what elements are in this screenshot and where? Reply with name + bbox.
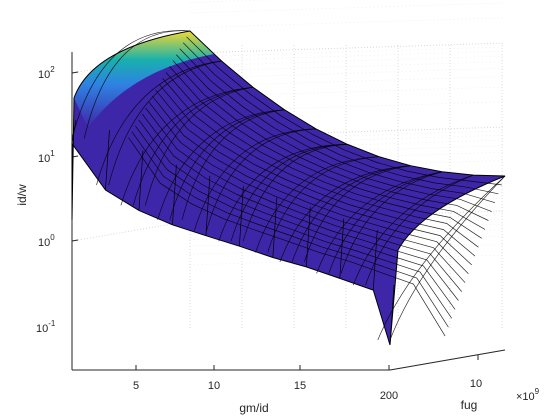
mesh-line-fug [182,42,499,195]
mesh-line-fug [138,119,456,310]
grid-line [189,17,506,29]
mesh-line-fug [131,131,449,328]
mesh-line-gm [157,109,285,220]
z-tick-label-1: 100 [38,233,55,249]
mesh-line-fug [128,137,446,337]
mesh-line-fug [155,89,472,266]
mesh-line-gm [291,165,411,263]
z-tick-mark [71,71,79,74]
mesh-line-gm [145,86,254,206]
mesh-line-gm [108,60,222,186]
x-tick-label-15: 15 [294,380,306,392]
mesh-line-gm [352,174,474,286]
surface-high-band [74,31,214,128]
mesh-wall-line [105,129,110,191]
mesh-line-fug [179,48,496,204]
mesh-line-gm [377,175,506,341]
surface-outline [71,30,506,346]
grid-line [189,254,506,266]
z-tick-mark [71,239,79,242]
grid-line [189,0,280,3]
mesh-wall-line [305,206,311,267]
mesh-wall-line [239,186,244,247]
mesh-line-gm [218,144,348,242]
y-axis-label: fug [461,398,478,412]
mesh-line-gm [193,128,317,231]
grid-line [189,46,506,58]
mesh-wall-line [71,119,77,144]
x-tick-label-5: 5 [133,380,139,392]
z-tick-label-0-1: 10-1 [36,319,56,335]
y-tick-labels: 10 ×109 [470,378,540,403]
x-tick-label-10: 10 [208,380,220,392]
mesh-line-fug [148,101,466,283]
mesh-wall-line [272,197,278,258]
z-axis-label: id/w [15,184,29,206]
y-exponent-label: ×109 [516,387,540,403]
x-axis-label: gm/id [239,401,268,415]
grid-line [189,55,506,67]
mesh-line-gm [365,174,474,286]
mesh-line-gm [83,30,191,139]
grid-line [189,244,506,255]
mesh-wall-line [339,218,345,279]
mesh-line-fug [145,107,462,292]
z-tick-labels: 102 101 100 10-1 [36,65,56,335]
grid-line [189,67,506,79]
mesh-line-gm [230,144,348,242]
mesh-line-gm [340,171,443,274]
mesh-line-fug [186,36,502,186]
mesh-wall-line [372,230,378,291]
mesh-wall-line [138,150,144,211]
grid-line [189,50,506,62]
mesh-line-gm [279,165,411,263]
mesh-line-gm [206,128,317,231]
mesh-line-fug [135,125,452,319]
y-tick-label-10: 10 [470,378,482,390]
mesh-line-fug [152,95,469,275]
mesh-line-fug [141,113,459,301]
mesh-line-gm [120,86,254,206]
z-tick-label-10: 101 [38,149,55,165]
mesh-line-gm [96,60,222,186]
mesh-line-gm [328,171,443,274]
x-tick-labels: 5 10 15 200 [133,380,398,402]
mesh-line-gm [389,175,506,341]
z-tick-label-100: 102 [38,65,55,81]
mesh-line-fug [159,84,476,257]
grid-line [189,42,506,54]
mesh-line-gm [255,156,380,253]
mesh-line-gm [181,109,285,220]
surface-mesh [71,30,506,346]
mesh-line-fug [169,66,486,230]
y-axis-line [389,349,506,371]
grid-line [189,2,506,14]
mesh-line-fug [176,54,492,212]
x-tick-label-200: 200 [380,390,398,402]
mesh-line-fug [165,72,482,239]
mesh-wall-line [172,164,177,225]
mesh-wall-line [205,175,211,236]
mesh-line-fug [172,60,489,221]
mesh-line-gm [267,156,380,253]
grid-line [189,61,506,73]
